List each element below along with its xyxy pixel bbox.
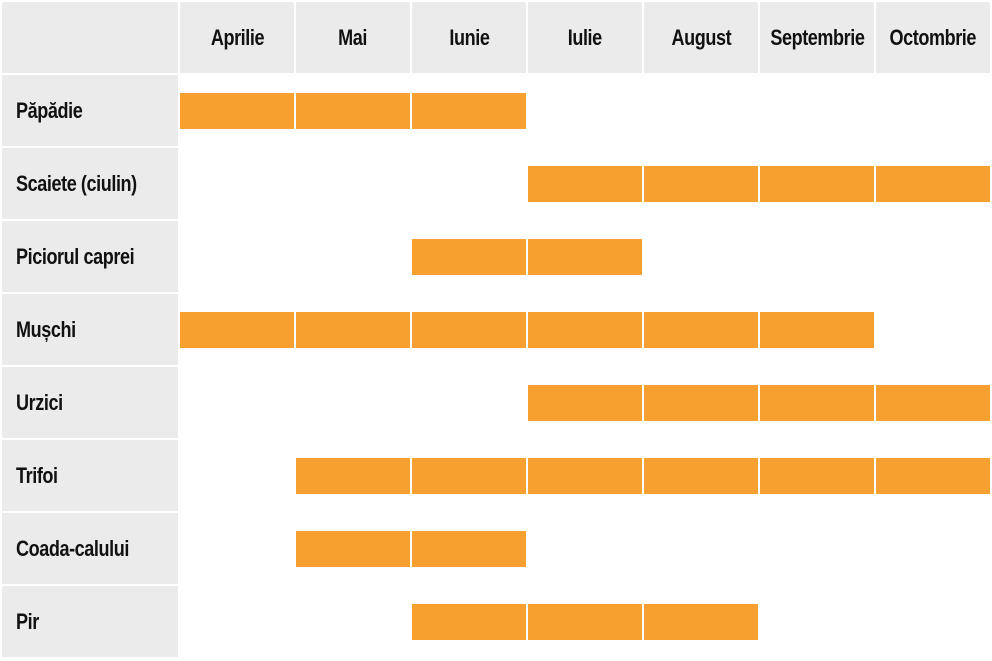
plant-label: Pir xyxy=(16,608,39,634)
row-label-coada-calului: Coada-calului xyxy=(2,513,178,584)
bar-segment xyxy=(412,312,526,348)
month-label: Mai xyxy=(338,24,368,50)
bar-segment xyxy=(644,458,758,494)
bar-segment xyxy=(760,458,874,494)
month-header-mai: Mai xyxy=(296,2,410,73)
month-label: Iulie xyxy=(567,24,603,50)
bar-segment xyxy=(644,166,758,202)
bar-segment xyxy=(528,312,642,348)
bar-segment xyxy=(528,166,642,202)
month-label: Iunie xyxy=(448,24,490,50)
bar-segment xyxy=(644,312,758,348)
plant-label: Piciorul caprei xyxy=(16,243,135,269)
bar-segment xyxy=(876,385,990,421)
bar-segment xyxy=(644,385,758,421)
bar-segment xyxy=(180,93,294,129)
bar-segment xyxy=(760,385,874,421)
row-label-scaiete: Scaiete (ciulin) xyxy=(2,148,178,219)
bar-segment xyxy=(876,166,990,202)
month-header-iulie: Iulie xyxy=(528,2,642,73)
bar-segment xyxy=(528,604,642,640)
month-label: August xyxy=(671,24,731,50)
row-label-urzici: Urzici xyxy=(2,367,178,438)
bar-segment xyxy=(296,93,410,129)
bar-segment xyxy=(296,312,410,348)
bar-segment xyxy=(412,531,526,567)
plant-label: Mușchi xyxy=(16,316,76,342)
month-label: Aprilie xyxy=(210,24,264,50)
bar-segment xyxy=(528,239,642,275)
corner-cell xyxy=(2,2,178,73)
plant-label: Coada-calului xyxy=(16,535,129,561)
bar-segment xyxy=(412,604,526,640)
bar-segment xyxy=(296,458,410,494)
plant-label: Urzici xyxy=(16,389,63,415)
plant-label: Scaiete (ciulin) xyxy=(16,170,137,196)
bar-segment xyxy=(296,531,410,567)
bar-segment xyxy=(412,93,526,129)
row-label-muschi: Mușchi xyxy=(2,294,178,365)
row-label-piciorul-caprei: Piciorul caprei xyxy=(2,221,178,292)
bar-segment xyxy=(760,166,874,202)
bar-segment xyxy=(180,312,294,348)
bar-segment xyxy=(528,458,642,494)
month-header-august: August xyxy=(644,2,758,73)
plant-label: Păpădie xyxy=(16,97,83,123)
row-label-papadie: Păpădie xyxy=(2,75,178,146)
bar-segment xyxy=(760,312,874,348)
month-header-octombrie: Octombrie xyxy=(876,2,990,73)
bar-segment xyxy=(644,604,758,640)
month-header-aprilie: Aprilie xyxy=(180,2,294,73)
month-label: Septembrie xyxy=(769,24,865,50)
plant-label: Trifoi xyxy=(16,462,58,488)
bar-segment xyxy=(876,458,990,494)
month-label: Octombrie xyxy=(889,24,977,50)
row-label-trifoi: Trifoi xyxy=(2,440,178,511)
month-header-iunie: Iunie xyxy=(412,2,526,73)
month-header-septembrie: Septembrie xyxy=(760,2,874,73)
bar-segment xyxy=(412,458,526,494)
row-label-pir: Pir xyxy=(2,586,178,657)
bar-segment xyxy=(412,239,526,275)
bar-segment xyxy=(528,385,642,421)
